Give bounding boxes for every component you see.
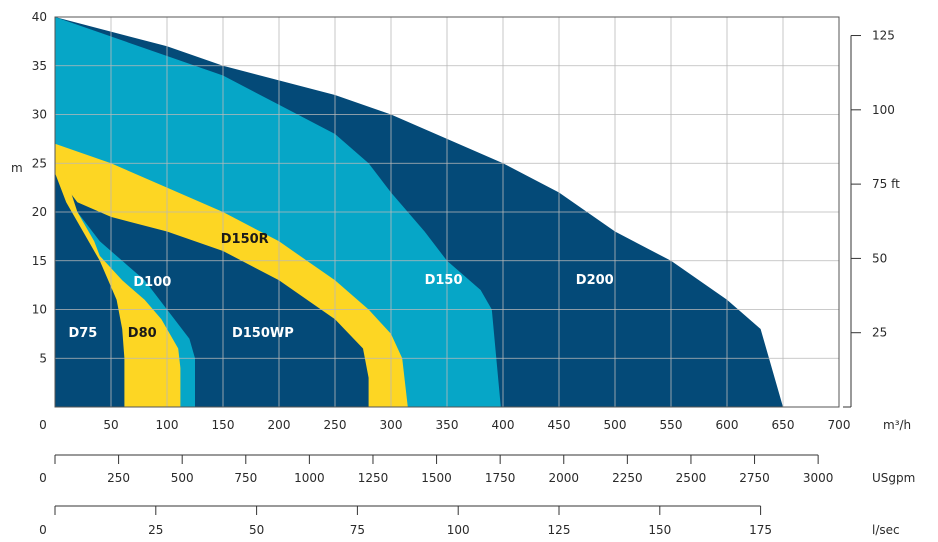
x-tick-label: 650 xyxy=(772,418,795,432)
ft-tick-label: 75 ft xyxy=(872,177,900,191)
y-tick-label: 10 xyxy=(32,303,47,317)
y-tick-label: 25 xyxy=(32,156,47,170)
secondary-tick-label: 1250 xyxy=(358,471,389,485)
series-label-d100: D100 xyxy=(133,275,171,290)
secondary-tick-label: 750 xyxy=(234,471,257,485)
secondary-tick-label: 1750 xyxy=(485,471,516,485)
x-tick-label: 0 xyxy=(39,418,47,432)
x-tick-label: 600 xyxy=(716,418,739,432)
x-tick-label: 100 xyxy=(156,418,179,432)
secondary-axes: 0 250 500 750 1000 1250 1500 1750 2000 2250 2500 27… xyxy=(39,454,915,537)
y-tick-label: 30 xyxy=(32,108,47,122)
ft-tick-label: 100 xyxy=(872,103,895,117)
secondary-axis-unit: USgpm xyxy=(872,471,915,485)
secondary-tick-label: 2500 xyxy=(676,471,707,485)
secondary-tick-label: 175 xyxy=(749,523,772,537)
plot-frame xyxy=(54,16,840,408)
series-labels: D200 D150 D150R D150WP D100 D80 D75 xyxy=(68,232,613,341)
area-d75 xyxy=(55,173,125,407)
secondary-tick-label: 75 xyxy=(350,523,365,537)
secondary-tick-label: 2250 xyxy=(612,471,643,485)
x-tick-label: 250 xyxy=(324,418,347,432)
right-axis-ft: 25 50 75 ft 100 125 xyxy=(843,29,900,408)
secondary-tick-label: 250 xyxy=(107,471,130,485)
y-axis-label: m xyxy=(11,161,23,175)
secondary-tick-label: 1500 xyxy=(421,471,452,485)
secondary-tick-label: 25 xyxy=(148,523,163,537)
gridlines xyxy=(55,17,839,407)
x-tick-label: 550 xyxy=(660,418,683,432)
x-tick-label: 50 xyxy=(103,418,118,432)
secondary-tick-label: 1000 xyxy=(294,471,325,485)
x-axis-label: m³/h xyxy=(883,418,911,432)
x-tick-label: 400 xyxy=(492,418,515,432)
series-label-d150: D150 xyxy=(425,273,463,288)
secondary-tick-label: 500 xyxy=(171,471,194,485)
series-label-d80: D80 xyxy=(128,326,157,341)
x-tick-label: 300 xyxy=(380,418,403,432)
series-label-d150r: D150R xyxy=(221,232,269,247)
y-tick-label: 35 xyxy=(32,59,47,73)
secondary-tick-label: 50 xyxy=(249,523,264,537)
series-label-d150wp: D150WP xyxy=(232,326,294,341)
y-tick-label: 20 xyxy=(32,205,47,219)
ft-tick-label: 125 xyxy=(872,29,895,43)
ft-tick-label: 50 xyxy=(872,251,887,265)
x-tick-label: 450 xyxy=(548,418,571,432)
secondary-tick-label: 2750 xyxy=(739,471,770,485)
secondary-tick-label: 0 xyxy=(39,471,47,485)
x-tick-label: 350 xyxy=(436,418,459,432)
secondary-tick-label: 2000 xyxy=(548,471,579,485)
series-label-d75: D75 xyxy=(68,326,97,341)
y-tick-label: 15 xyxy=(32,254,47,268)
secondary-tick-label: 150 xyxy=(648,523,671,537)
x-axis-ticks: 0 50 100 150 200 250 300 350 400 450 500 550 600 650 7… xyxy=(39,418,850,432)
secondary-tick-label: 3000 xyxy=(803,471,834,485)
secondary-tick-label: 100 xyxy=(447,523,470,537)
y-axis-ticks: 5 10 15 20 25 30 35 40 xyxy=(32,10,47,365)
secondary-tick-label: 125 xyxy=(548,523,571,537)
series-label-d200: D200 xyxy=(576,273,614,288)
y-tick-label: 5 xyxy=(39,351,47,365)
secondary-axis-unit: l/sec xyxy=(872,523,900,537)
x-tick-label: 200 xyxy=(268,418,291,432)
ft-tick-label: 25 xyxy=(872,326,887,340)
x-tick-label: 500 xyxy=(604,418,627,432)
secondary-tick-label: 0 xyxy=(39,523,47,537)
x-tick-label: 700 xyxy=(828,418,851,432)
y-tick-label: 40 xyxy=(32,10,47,24)
x-tick-label: 150 xyxy=(212,418,235,432)
